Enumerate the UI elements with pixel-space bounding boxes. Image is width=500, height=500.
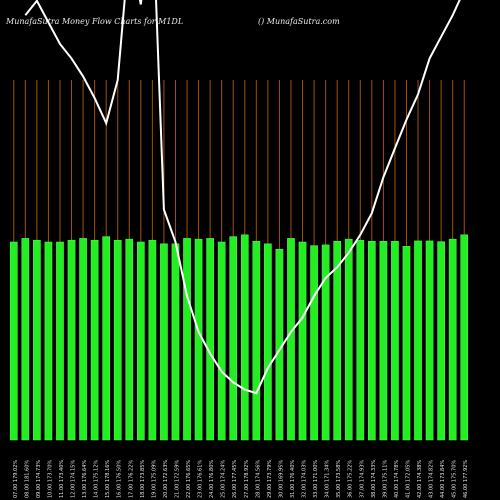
x-tick-label: 23.00 176.61% bbox=[198, 460, 204, 498]
x-tick-label: 43.00 174.82% bbox=[429, 460, 435, 498]
x-tick-label: 36.00 175.22% bbox=[348, 460, 354, 498]
bar bbox=[425, 240, 434, 441]
bar bbox=[206, 238, 214, 441]
bar bbox=[102, 236, 111, 441]
x-tick-label: 21.00 172.59% bbox=[174, 460, 180, 498]
bar bbox=[367, 241, 376, 441]
bar bbox=[125, 238, 134, 441]
x-tick-label: 11.00 173.40% bbox=[59, 460, 65, 498]
bar bbox=[414, 240, 422, 441]
x-tick-label: 44.00 173.84% bbox=[440, 460, 446, 498]
bar bbox=[298, 241, 307, 441]
bar bbox=[90, 239, 99, 441]
bar bbox=[402, 246, 411, 441]
x-tick-label: 17.00 176.22% bbox=[128, 460, 134, 498]
x-tick-label: 14.00 175.12% bbox=[94, 460, 100, 498]
x-tick-label: 38.00 174.33% bbox=[371, 460, 377, 498]
x-tick-label: 16.00 176.50% bbox=[117, 460, 123, 498]
bar bbox=[67, 239, 76, 441]
x-tick-label: 25.00 174.24% bbox=[221, 460, 227, 498]
bar bbox=[460, 234, 469, 441]
x-tick-label: 09.00 174.73% bbox=[36, 460, 42, 498]
x-tick-label: 33.00 171.00% bbox=[313, 460, 319, 498]
x-tick-label: 37.00 174.93% bbox=[359, 460, 365, 498]
x-tick-label: 40.00 174.78% bbox=[394, 460, 400, 498]
x-tick-label: 13.00 176.64% bbox=[82, 460, 88, 498]
series-line bbox=[24, 0, 461, 395]
x-tick-label: 08.00 181.60% bbox=[24, 460, 30, 498]
x-tick-labels: 07.00 179.02% 08.00 181.60% 09.00 174.73% 1… bbox=[13, 460, 469, 498]
x-tick-label: 30.00 169.95% bbox=[278, 460, 284, 498]
bar bbox=[9, 241, 18, 441]
x-tick-label: 20.00 172.63% bbox=[163, 460, 169, 498]
bar bbox=[44, 241, 53, 441]
bar bbox=[240, 234, 249, 441]
chart-title-right: () MunafaSutra.com bbox=[258, 17, 340, 26]
bar bbox=[217, 241, 226, 441]
x-tick-label: 18.00 173.85% bbox=[140, 460, 146, 498]
x-tick-label: 27.00 178.92% bbox=[244, 460, 250, 498]
bar bbox=[56, 241, 64, 441]
x-tick-label: 41.00 172.05% bbox=[405, 460, 411, 498]
bar bbox=[333, 241, 342, 441]
x-tick-label: 24.00 176.80% bbox=[209, 460, 215, 498]
bar bbox=[21, 238, 30, 441]
x-tick-label: 34.00 171.34% bbox=[325, 460, 331, 498]
x-tick-label: 42.00 174.38% bbox=[417, 460, 423, 498]
bar bbox=[171, 243, 180, 441]
x-tick-label: 19.00 175.09% bbox=[151, 460, 157, 498]
x-tick-label: 32.00 174.03% bbox=[302, 460, 308, 498]
x-tick-label: 26.00 177.45% bbox=[232, 460, 238, 498]
x-tick-label: 22.00 176.65% bbox=[186, 460, 192, 498]
x-tick-label: 12.00 174.15% bbox=[71, 460, 77, 498]
x-tick-label: 28.00 174.56% bbox=[255, 460, 261, 498]
bar bbox=[160, 243, 168, 441]
bar bbox=[33, 239, 41, 441]
x-tick-label: 31.00 176.40% bbox=[290, 460, 296, 498]
x-tick-label: 07.00 179.02% bbox=[13, 460, 19, 498]
bar bbox=[437, 241, 445, 441]
line-series bbox=[24, 0, 461, 395]
bar bbox=[264, 243, 272, 441]
bar bbox=[379, 241, 388, 441]
x-tick-label: 39.00 175.11% bbox=[382, 460, 388, 498]
bar bbox=[310, 245, 318, 441]
bar bbox=[356, 239, 365, 441]
x-tick-label: 15.00 178.16% bbox=[105, 460, 111, 498]
bars bbox=[9, 234, 469, 441]
x-tick-label: 46.00 177.92% bbox=[463, 460, 469, 498]
bar bbox=[136, 241, 145, 441]
x-tick-label: 45.00 175.70% bbox=[452, 460, 458, 498]
bar bbox=[194, 238, 203, 441]
bar bbox=[229, 236, 238, 441]
bar bbox=[344, 238, 353, 441]
bar bbox=[448, 238, 457, 441]
bar bbox=[183, 238, 191, 441]
bar bbox=[148, 239, 157, 441]
x-tick-label: 35.00 173.58% bbox=[336, 460, 342, 498]
bar bbox=[252, 241, 261, 441]
chart-title-left: MunafaSutra Money Flow Charts for M1DL bbox=[6, 17, 184, 26]
bar bbox=[391, 241, 399, 441]
x-tick-label: 29.00 173.79% bbox=[267, 460, 273, 498]
bar bbox=[79, 238, 87, 441]
x-tick-label: 10.00 173.70% bbox=[47, 460, 53, 498]
bar bbox=[287, 238, 295, 441]
bar bbox=[113, 239, 122, 441]
bar bbox=[321, 244, 330, 441]
